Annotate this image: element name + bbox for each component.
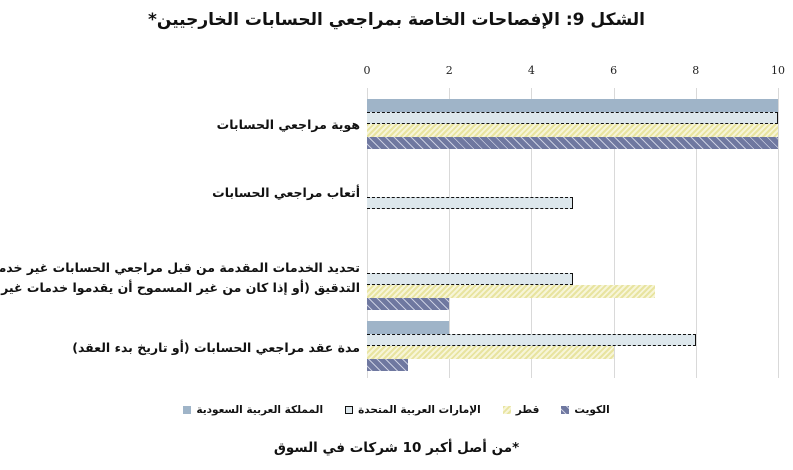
bar-qa — [367, 124, 778, 137]
bar-ae — [367, 111, 778, 124]
bar-ae — [367, 196, 573, 209]
legend-label: المملكة العربية السعودية — [196, 404, 324, 416]
legend-swatch-icon — [345, 406, 354, 414]
legend-swatch-icon — [502, 406, 511, 414]
x-tick-label: 0 — [363, 64, 371, 77]
category-label-line: هوية مراجعي الحسابات — [216, 117, 360, 132]
legend-label: الكويت — [574, 404, 610, 416]
category-label: أتعاب مراجعي الحسابات — [212, 183, 360, 203]
bar-kw — [367, 297, 450, 310]
legend-item-ae: الإمارات العربية المتحدة — [345, 404, 481, 416]
legend-label: الإمارات العربية المتحدة — [358, 404, 481, 416]
category-label-line: التدقيق (أو إذا كان من غير المسموح أن يق… — [0, 280, 360, 295]
x-tick-label: 10 — [771, 64, 785, 77]
bar-qa — [367, 346, 614, 359]
legend-item-qa: قطر — [502, 404, 540, 416]
footnote: *من أصل أكبر 10 شركات في السوق — [273, 440, 520, 456]
gridline — [367, 88, 368, 378]
gridline — [531, 88, 533, 378]
x-tick-label: 2 — [445, 64, 453, 77]
category-label-line: أتعاب مراجعي الحسابات — [212, 185, 360, 200]
bar-sa — [367, 321, 450, 334]
gridline — [449, 88, 451, 378]
category-label: تحديد الخدمات المقدمة من قبل مراجعي الحس… — [0, 258, 360, 298]
gridline — [778, 88, 779, 378]
x-tick-label: 8 — [692, 64, 700, 77]
legend-swatch-icon — [183, 406, 192, 414]
category-label-line: مدة عقد مراجعي الحسابات (أو تاريخ بدء ال… — [72, 340, 360, 355]
x-tick-label: 4 — [527, 64, 535, 77]
legend-item-kw: الكويت — [561, 404, 610, 416]
legend: الكويت قطر الإمارات العربية المتحدة المملكة… — [0, 404, 793, 416]
category-label-line: تحديد الخدمات المقدمة من قبل مراجعي الحس… — [0, 260, 360, 275]
bar-ae — [367, 333, 696, 346]
chart-title: الشكل 9: الإفصاحات الخاصة بمراجعي الحساب… — [148, 10, 645, 30]
gridline — [613, 88, 615, 378]
bar-qa — [367, 285, 655, 298]
bar-ae — [367, 272, 573, 285]
bar-kw — [367, 358, 409, 371]
gridline — [695, 88, 697, 378]
category-label: هوية مراجعي الحسابات — [217, 115, 360, 135]
bar-kw — [367, 136, 778, 149]
plot-area — [367, 88, 779, 378]
bar-sa — [367, 99, 778, 112]
legend-label: قطر — [515, 404, 540, 416]
legend-swatch-icon — [561, 406, 570, 414]
legend-item-sa: المملكة العربية السعودية — [183, 404, 323, 416]
x-tick-label: 6 — [610, 64, 618, 77]
category-label: مدة عقد مراجعي الحسابات (أو تاريخ بدء ال… — [72, 338, 360, 358]
